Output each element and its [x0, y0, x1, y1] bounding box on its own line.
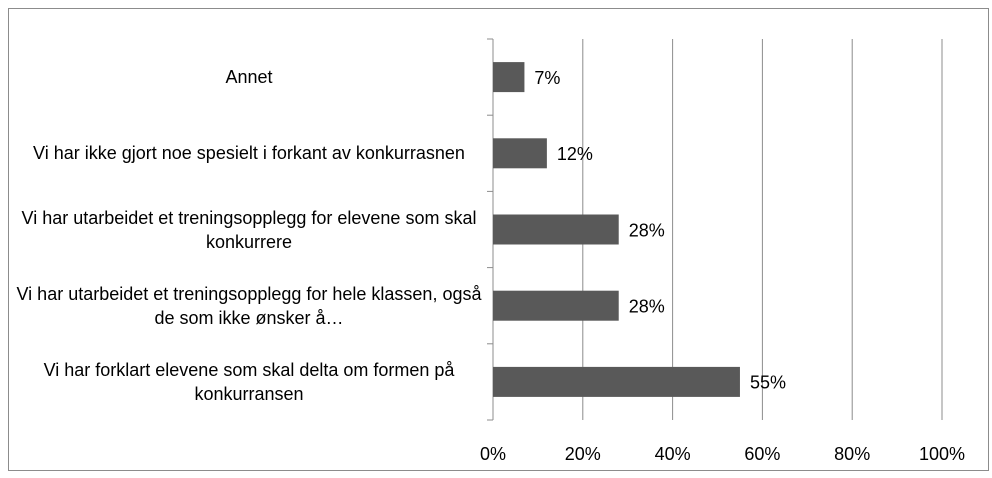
bar — [493, 138, 547, 169]
bar — [493, 366, 740, 397]
value-label: 7% — [534, 68, 560, 88]
x-tick-label: 100% — [919, 444, 965, 464]
value-label: 28% — [629, 296, 665, 316]
chart-frame — [8, 8, 989, 471]
bar — [493, 62, 525, 93]
y-tick-label: Vi har ikke gjort noe spesielt i forkant… — [33, 143, 465, 164]
x-tick-label: 60% — [744, 444, 780, 464]
value-label: 12% — [557, 144, 593, 164]
y-tick-label: Vi har utarbeidet et treningsopplegg for… — [21, 207, 477, 252]
value-label: 28% — [629, 220, 665, 240]
x-tick-label: 40% — [655, 444, 691, 464]
y-tick-label: Annet — [225, 67, 273, 88]
y-tick-label: Vi har forklart elevene som skal delta o… — [43, 359, 455, 404]
y-tick-label: Vi har utarbeidet et treningsopplegg for… — [16, 283, 482, 328]
bar — [493, 290, 619, 321]
bar — [493, 214, 619, 245]
value-label: 55% — [750, 373, 786, 393]
x-tick-label: 80% — [834, 444, 870, 464]
x-tick-label: 20% — [565, 444, 601, 464]
x-tick-label: 0% — [480, 444, 506, 464]
